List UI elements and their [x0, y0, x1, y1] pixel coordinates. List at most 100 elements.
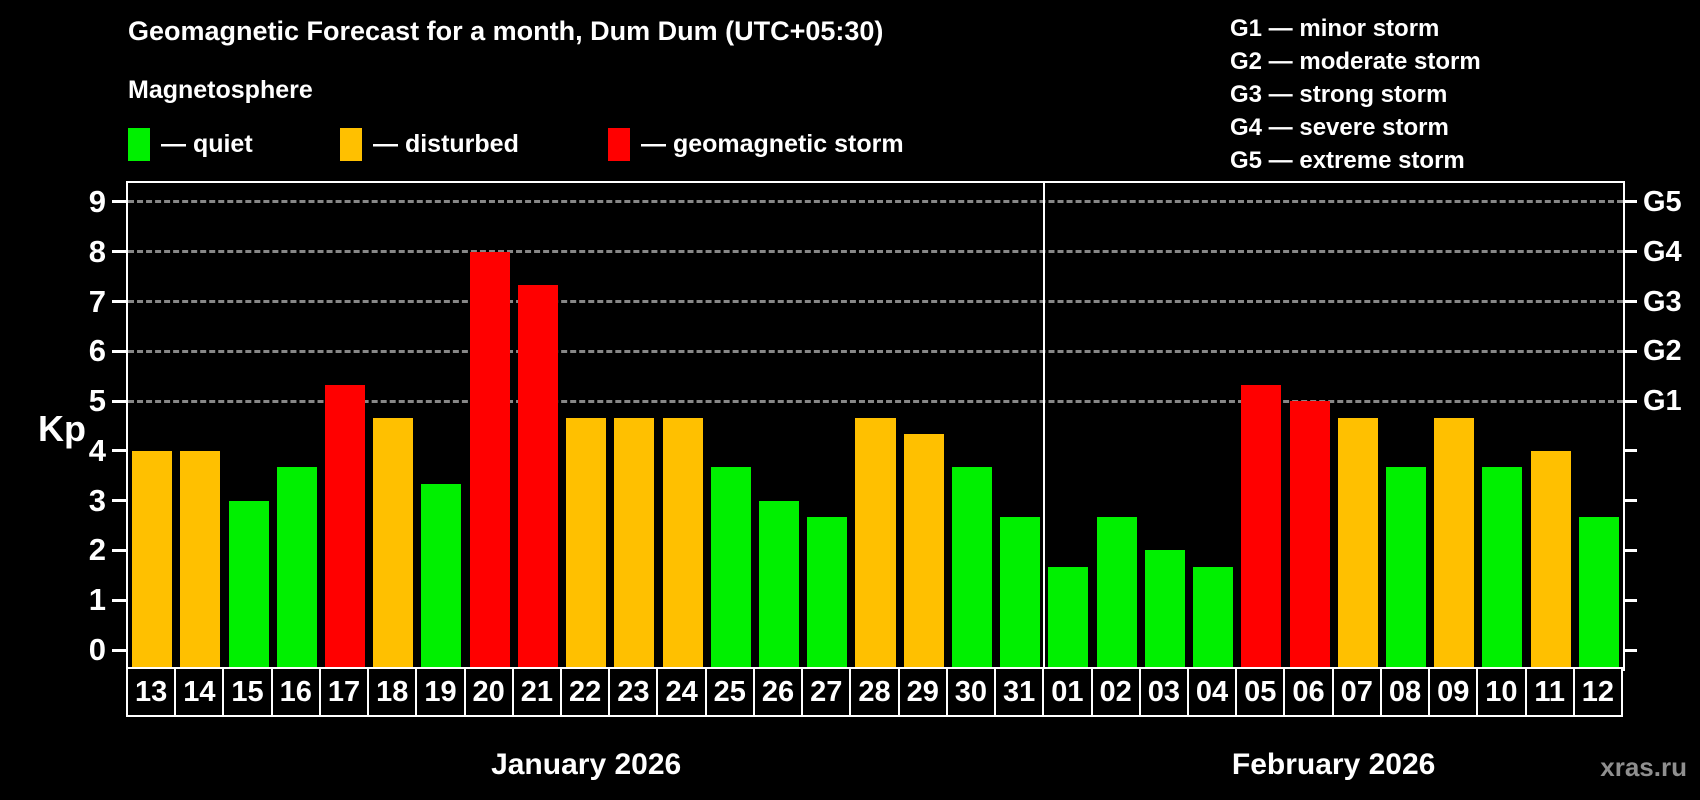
y-tick-2 [112, 548, 128, 552]
chart-subtitle: Magnetosphere [128, 76, 313, 104]
kp-bar-january-20 [469, 251, 510, 669]
g-label-g3: G3 [1643, 285, 1682, 318]
kp-bar-february-05 [1241, 384, 1282, 669]
right-tick-1 [1623, 598, 1637, 602]
day-box-31: 31 [994, 667, 1045, 717]
day-box-17: 17 [318, 667, 370, 717]
legend-label: — disturbed [373, 130, 519, 158]
kp-bar-january-27 [807, 517, 848, 669]
month-label-january: January 2026 [491, 748, 682, 781]
right-tick-6 [1623, 349, 1637, 353]
day-box-28: 28 [849, 667, 900, 717]
y-tick-3 [112, 499, 128, 503]
kp-bar-february-11 [1530, 450, 1571, 669]
y-tick-5 [112, 399, 128, 403]
kp-bar-january-21 [517, 285, 558, 669]
kp-bar-february-10 [1482, 467, 1523, 669]
kp-bar-january-13 [132, 450, 173, 669]
day-box-13: 13 [126, 667, 177, 717]
y-tick-label-1: 1 [88, 582, 106, 618]
day-box-24: 24 [656, 667, 707, 717]
kp-bar-january-18 [373, 417, 414, 669]
day-box-10: 10 [1476, 667, 1527, 717]
quiet-swatch-icon [128, 128, 150, 161]
right-tick-0 [1623, 648, 1637, 652]
day-box-21: 21 [511, 667, 563, 717]
y-tick-label-7: 7 [88, 283, 106, 319]
gridline-kp9 [128, 200, 1623, 204]
kp-bar-january-28 [855, 417, 896, 669]
kp-bar-february-06 [1289, 401, 1330, 669]
g-legend-line: G2 — moderate storm [1230, 48, 1481, 75]
kp-bar-january-14 [180, 450, 221, 669]
g-label-g1: G1 [1643, 385, 1682, 418]
day-box-01: 01 [1042, 667, 1093, 717]
g-legend-line: G1 — minor storm [1230, 15, 1440, 42]
plot-area [126, 181, 1625, 671]
day-box-08: 08 [1379, 667, 1431, 717]
g-scale-legend: G1 — minor storm G2 — moderate storm G3 — … [1230, 12, 1481, 177]
kp-bar-january-19 [421, 484, 462, 669]
day-box-23: 23 [608, 667, 659, 717]
right-tick-4 [1623, 449, 1637, 453]
right-tick-7 [1623, 300, 1637, 304]
day-box-11: 11 [1524, 667, 1575, 717]
day-box-15: 15 [222, 667, 273, 717]
right-tick-5 [1623, 399, 1637, 403]
day-box-06: 06 [1283, 667, 1334, 717]
gridline-kp5 [128, 399, 1623, 403]
kp-bar-january-16 [276, 467, 317, 669]
y-tick-0 [112, 648, 128, 652]
kp-bar-february-07 [1337, 417, 1378, 669]
y-tick-1 [112, 598, 128, 602]
day-box-25: 25 [704, 667, 755, 717]
watermark: xras.ru [1600, 752, 1687, 782]
g-legend-line: G3 — strong storm [1230, 81, 1448, 108]
kp-bar-february-01 [1048, 566, 1089, 669]
gridline-kp8 [128, 250, 1623, 254]
y-tick-7 [112, 300, 128, 304]
g-legend-line: G5 — extreme storm [1230, 147, 1465, 174]
day-box-18: 18 [367, 667, 418, 717]
right-tick-3 [1623, 499, 1637, 503]
y-tick-label-0: 0 [88, 632, 106, 667]
y-tick-6 [112, 349, 128, 353]
day-box-20: 20 [463, 667, 514, 717]
kp-bar-january-30 [951, 467, 992, 669]
right-tick-2 [1623, 548, 1637, 552]
day-box-27: 27 [801, 667, 852, 717]
legend-item-storm: — geomagnetic storm [608, 128, 904, 161]
day-box-19: 19 [415, 667, 466, 717]
day-box-02: 02 [1090, 667, 1141, 717]
month-separator [1043, 183, 1046, 669]
g-legend-line: G4 — severe storm [1230, 114, 1449, 141]
disturbed-swatch-icon [340, 128, 362, 161]
kp-bar-february-12 [1578, 517, 1619, 669]
day-box-14: 14 [174, 667, 225, 717]
gridline-kp7 [128, 300, 1623, 304]
day-box-22: 22 [560, 667, 611, 717]
day-box-26: 26 [752, 667, 804, 717]
day-box-12: 12 [1572, 667, 1623, 717]
y-tick-label-5: 5 [88, 383, 106, 419]
day-box-05: 05 [1235, 667, 1286, 717]
g-label-g5: G5 [1643, 185, 1682, 218]
right-tick-8 [1623, 250, 1637, 254]
legend-item-quiet: — quiet [128, 128, 253, 161]
day-box-09: 09 [1428, 667, 1479, 717]
kp-bar-january-24 [662, 417, 703, 669]
g-label-g2: G2 [1643, 335, 1682, 368]
day-box-16: 16 [270, 667, 321, 717]
y-tick-label-9: 9 [88, 183, 106, 219]
kp-bar-january-17 [325, 384, 366, 669]
kp-bar-january-25 [710, 467, 751, 669]
kp-bar-february-04 [1193, 566, 1234, 669]
gridline-kp6 [128, 349, 1623, 353]
kp-bar-january-22 [566, 417, 607, 669]
legend-label: — quiet [161, 130, 253, 158]
kp-bar-february-03 [1144, 550, 1185, 669]
g-label-g4: G4 [1643, 235, 1682, 268]
y-tick-9 [112, 200, 128, 204]
chart-title: Geomagnetic Forecast for a month, Dum Du… [128, 16, 884, 46]
